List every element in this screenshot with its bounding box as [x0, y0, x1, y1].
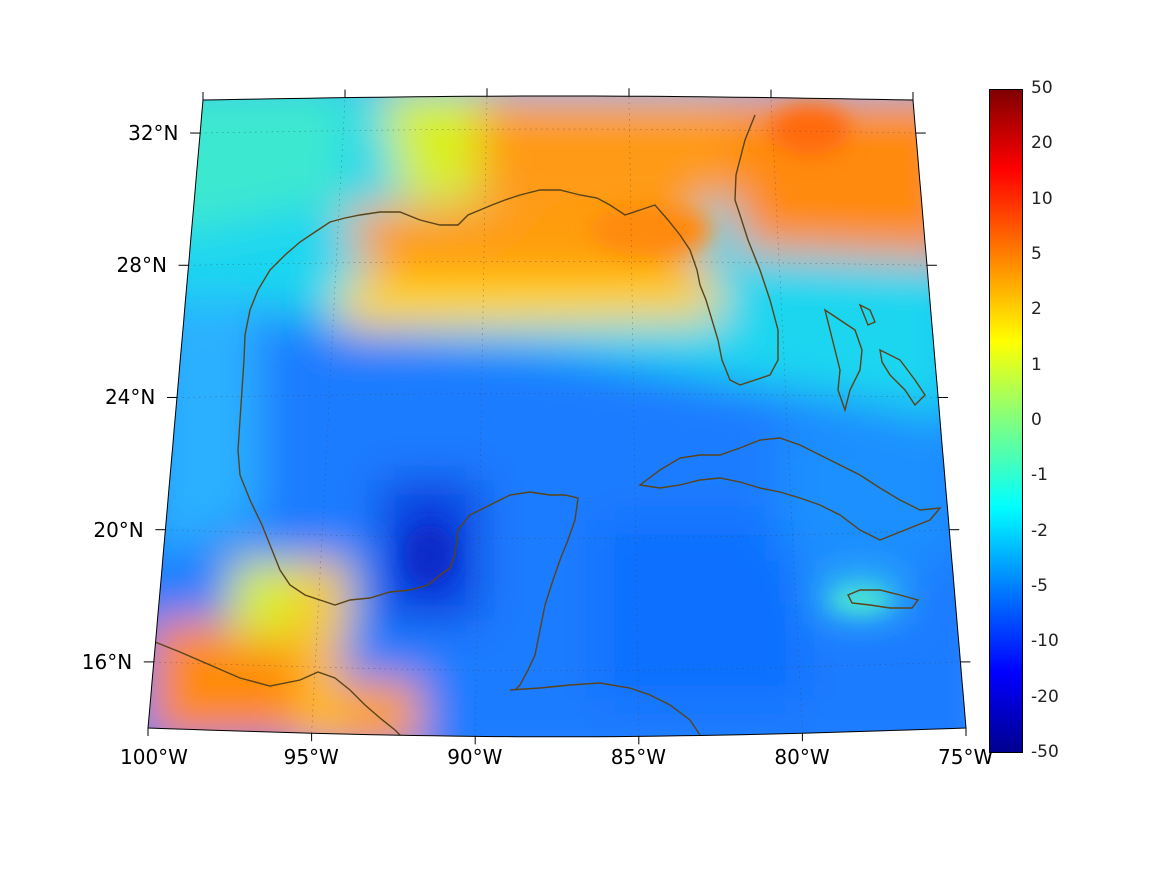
central-america-coastline	[509, 682, 701, 736]
parallel-line	[200, 128, 916, 134]
lat-tick-label: 24°N	[104, 385, 156, 410]
colorbar-tick-label: -50	[1031, 742, 1059, 762]
colorbar-tick-label: -20	[1031, 686, 1059, 707]
colorbar	[989, 89, 1023, 753]
colorbar-tick-label: 0	[1031, 410, 1042, 430]
graticule	[153, 96, 961, 737]
colorbar-tick-label: 20	[1031, 133, 1053, 154]
jamaica-outline	[847, 589, 920, 609]
colorbar-tick-label: -10	[1031, 631, 1059, 652]
meridian-line	[311, 97, 346, 734]
lat-tick-label: 28°N	[116, 253, 167, 278]
meridian-line	[628, 96, 640, 737]
colorbar-tick-label: -2	[1031, 520, 1048, 541]
lat-tick-label: 16°N	[81, 649, 133, 674]
cuba-outline	[638, 437, 942, 541]
colorbar-tick-label: 5	[1031, 244, 1042, 264]
lon-tick-label: 80°W	[774, 745, 830, 769]
meridian-line	[770, 97, 803, 734]
pacific-coastline	[149, 639, 411, 737]
coastlines	[149, 114, 942, 737]
parallel-line	[188, 261, 927, 266]
colorbar-tick-label: -5	[1031, 576, 1048, 596]
colorbar-tick-label: 2	[1031, 299, 1042, 320]
parallel-line	[176, 393, 939, 398]
colorbar-tick-label: 1	[1031, 354, 1042, 375]
lat-tick-label: 32°N	[128, 121, 179, 146]
colorbar-tick-label: 10	[1031, 188, 1053, 209]
frame-ticks	[143, 88, 971, 745]
colorbar-tick-label: -1	[1031, 465, 1048, 486]
lat-tick-label: 20°N	[93, 517, 144, 542]
lon-tick-label: 75°W	[938, 745, 994, 769]
anomaly-field	[148, 96, 966, 737]
lon-tick-label: 85°W	[610, 745, 667, 769]
gulf-coastline	[237, 114, 779, 691]
lon-tick-label: 90°W	[447, 745, 503, 769]
lon-tick-label: 100°W	[120, 745, 188, 769]
meridian-line	[474, 96, 488, 737]
parallel-line	[153, 661, 961, 671]
colorbar-tick-label: 50	[1031, 78, 1053, 98]
bahamas-outline	[823, 308, 863, 413]
lon-tick-label: 95°W	[283, 745, 339, 769]
